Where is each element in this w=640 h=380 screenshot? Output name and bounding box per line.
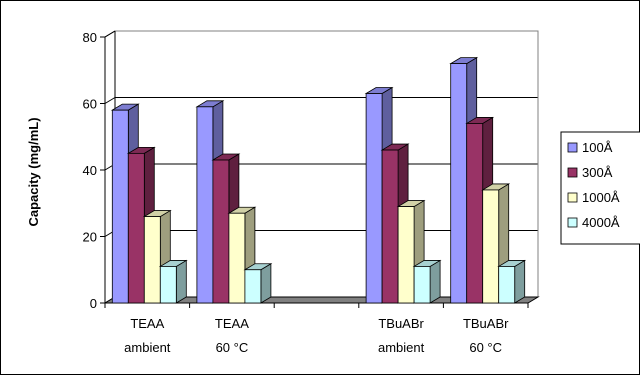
y-tick-label: 20: [83, 230, 97, 245]
bar-front: [196, 106, 214, 304]
x-tick-label: TEAA: [215, 316, 249, 331]
y-tick-label: 40: [83, 163, 97, 178]
y-axis-top-edge: [104, 30, 116, 38]
bar-side: [514, 259, 526, 304]
bar-front: [228, 212, 246, 304]
bar-front: [466, 123, 484, 304]
gridline-side: [104, 97, 116, 104]
bar-front: [143, 216, 161, 304]
bar: [412, 259, 442, 304]
bar-front: [111, 109, 129, 304]
legend-swatch: [567, 217, 578, 228]
bar: [497, 259, 527, 304]
bar-front: [381, 149, 399, 304]
legend: 100Å 300Å 1000Å 4000Å: [560, 131, 640, 245]
legend-label: 1000Å: [582, 190, 620, 205]
bar-side: [175, 259, 187, 304]
bar-front: [413, 266, 431, 304]
x-tick-label: TBuABr: [463, 316, 509, 331]
bar-front: [365, 93, 383, 304]
legend-swatch: [567, 167, 578, 178]
legend-label: 4000Å: [582, 215, 620, 230]
bar-front: [212, 159, 230, 304]
legend-swatch: [567, 142, 578, 153]
y-tick-label: 0: [90, 296, 97, 311]
x-tick-label: TEAA: [130, 316, 164, 331]
bar-front: [244, 269, 262, 304]
y-tick-label: 60: [83, 97, 97, 112]
bar-side: [429, 259, 441, 304]
bar-front: [498, 266, 516, 304]
bar-front: [450, 63, 468, 304]
legend-label: 300Å: [582, 165, 613, 180]
x-tick-label: 60 °C: [469, 340, 502, 355]
bar-side: [260, 263, 272, 304]
legend-swatch: [567, 192, 578, 203]
x-tick-label: ambient: [378, 340, 425, 355]
y-tick-label: 80: [83, 30, 97, 45]
bar: [158, 259, 188, 304]
bar-front: [482, 189, 500, 304]
bar-front: [397, 206, 415, 304]
x-tick-label: ambient: [124, 340, 171, 355]
x-tick-label: TBuABr: [378, 316, 424, 331]
legend-label: 100Å: [582, 140, 613, 155]
y-axis-title: Capacity (mg/mL): [26, 117, 41, 226]
x-tick-label: 60 °C: [216, 340, 249, 355]
bar-front: [127, 152, 145, 304]
bar-front: [159, 266, 177, 304]
plot-area: 0 20 40 60 80 TEAA ambient TEAA 60 °C TBuABr ambie…: [83, 30, 540, 355]
bar: [243, 263, 273, 304]
